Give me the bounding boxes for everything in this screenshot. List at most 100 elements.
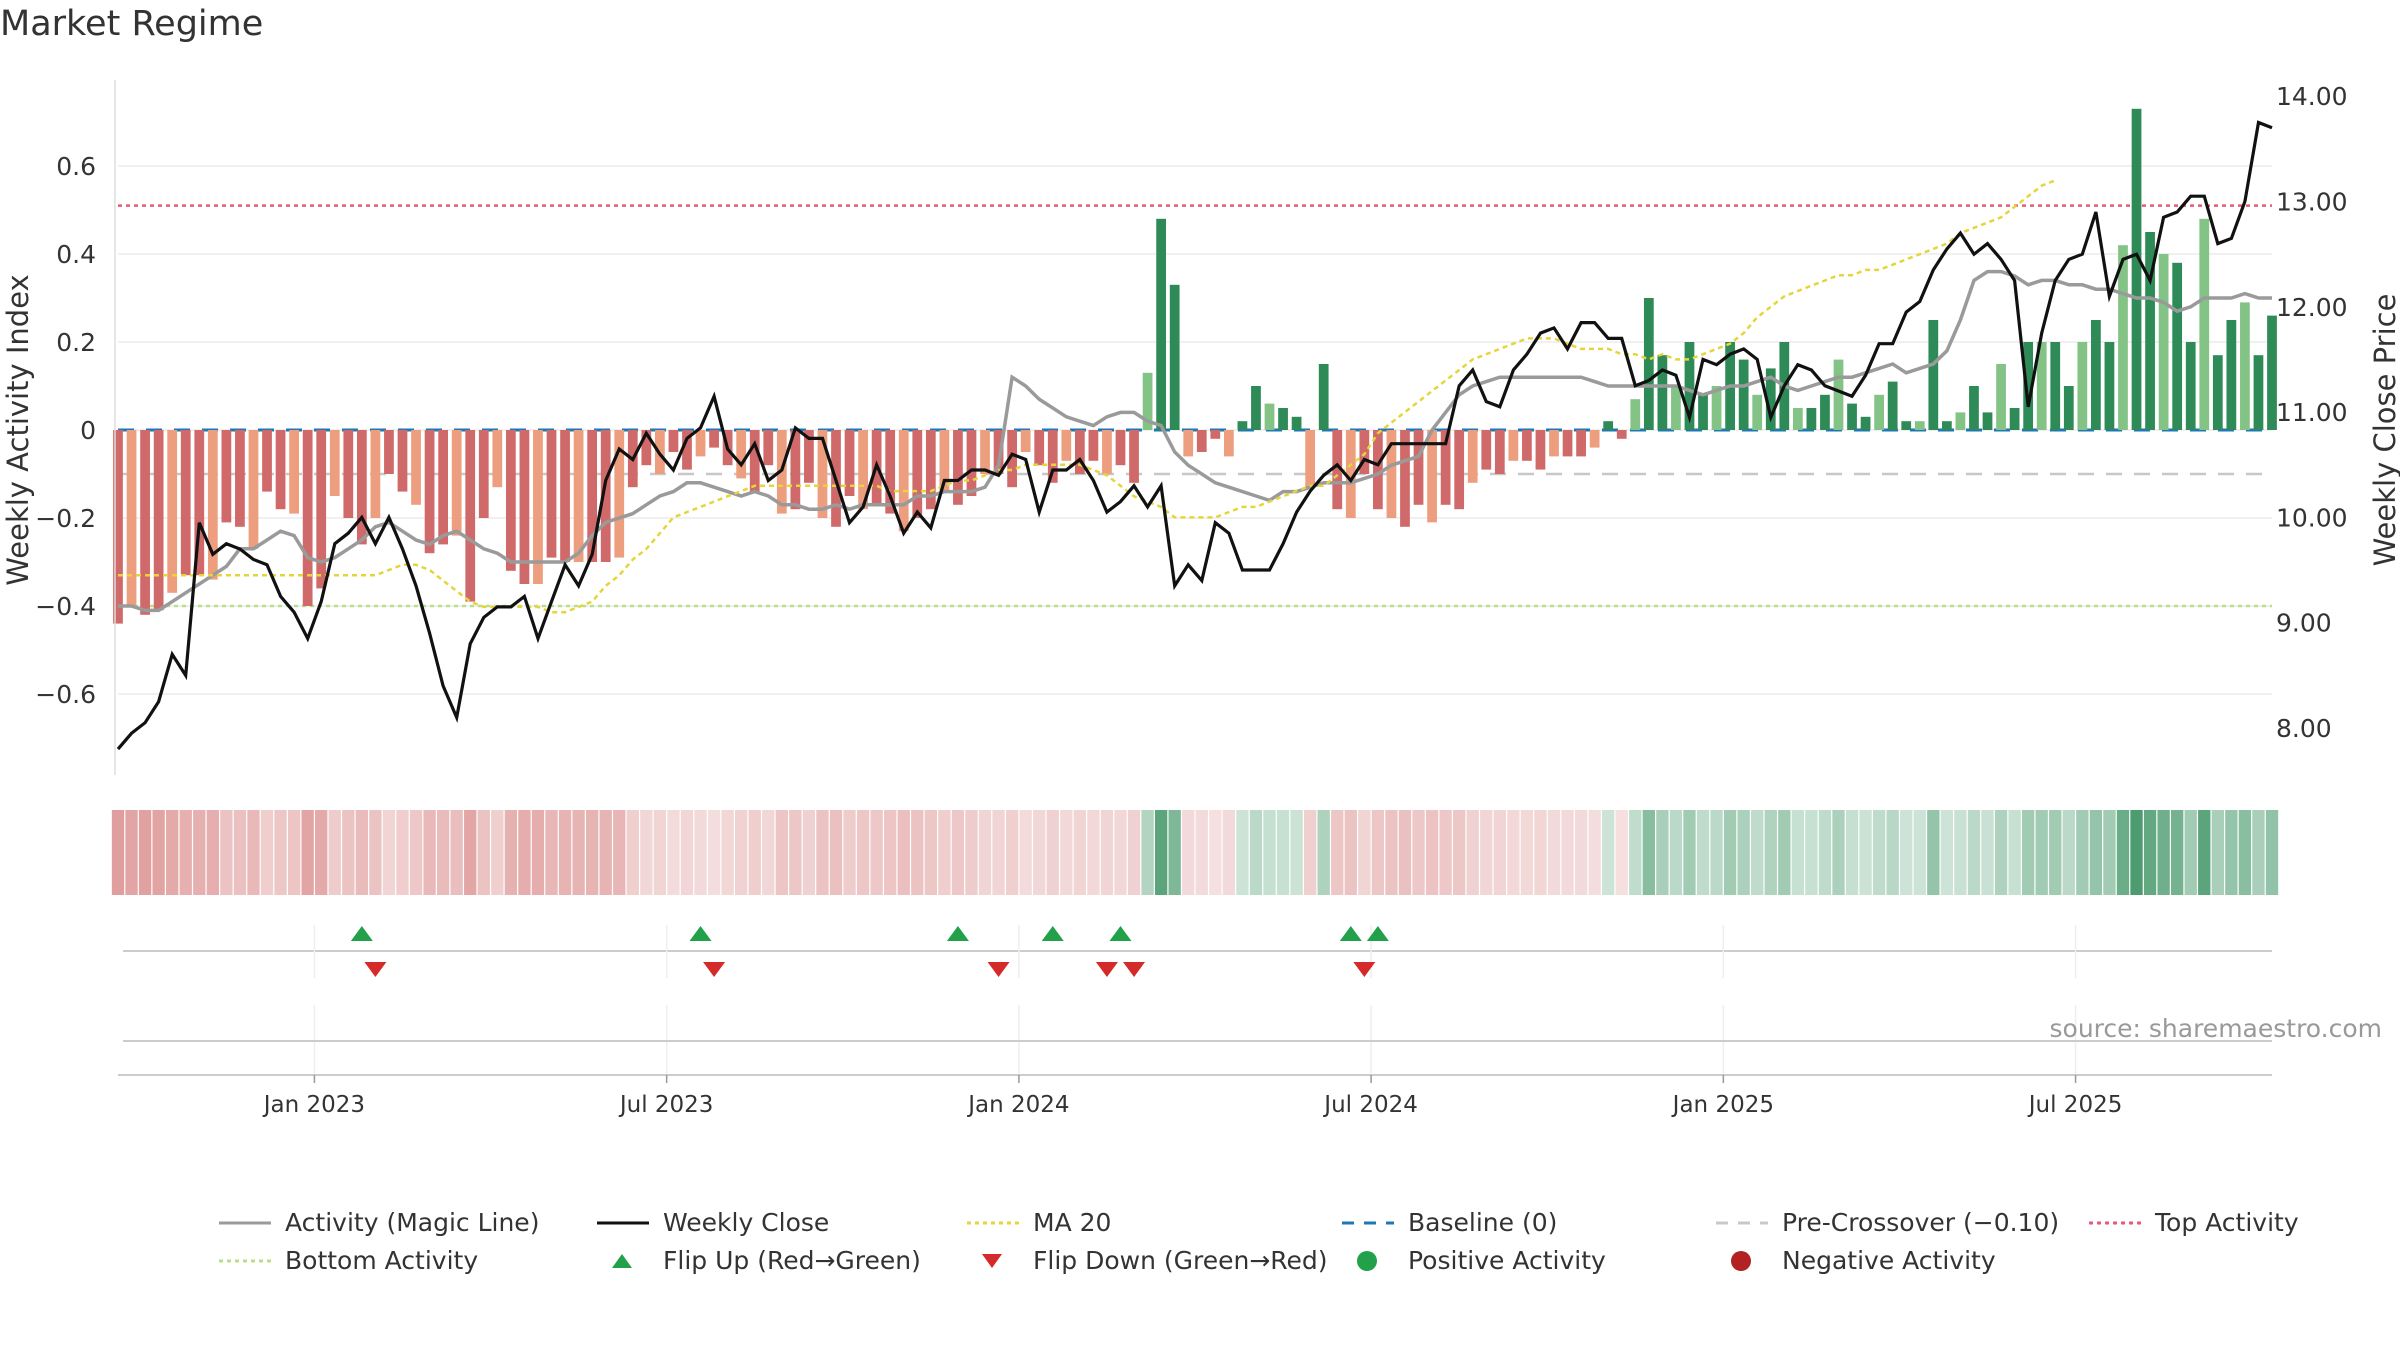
y2-tick-label: 11.00	[2276, 398, 2348, 427]
regime-strip-cell	[1317, 810, 1330, 895]
flip-down-marker	[703, 962, 726, 977]
regime-strip-cell	[1561, 810, 1574, 895]
regime-strip-cell	[1114, 810, 1127, 895]
legend-label: MA 20	[1033, 1208, 1112, 1237]
ma20-line	[118, 179, 2056, 614]
regime-strip-cell	[355, 810, 369, 895]
x-tick-label: Jan 2024	[966, 1092, 1069, 1118]
x-tick-label: Jul 2025	[2027, 1092, 2123, 1118]
activity-bar	[1481, 430, 1492, 470]
regime-strip-cell	[1629, 810, 1642, 895]
regime-strip-cell	[1683, 810, 1696, 895]
activity-bar	[2118, 245, 2128, 430]
flip-up-marker	[1339, 926, 1362, 941]
activity-bar	[126, 430, 137, 606]
regime-strip-cell	[775, 810, 788, 895]
regime-strip-cell	[1060, 810, 1073, 895]
activity-bar	[1576, 430, 1586, 457]
line-solid-black	[597, 1221, 649, 1225]
flip-markers	[123, 925, 2272, 1075]
regime-strip-cell	[1358, 810, 1371, 895]
activity-magic-line	[118, 269, 2272, 613]
regime-strip-cell	[1845, 810, 1859, 895]
regime-strip	[111, 810, 2279, 895]
regime-strip-cell	[1751, 810, 1764, 895]
regime-strip-cell	[1507, 810, 1520, 895]
flip-up-marker	[1366, 926, 1389, 941]
regime-strip-cell	[843, 810, 856, 895]
series-lines	[116, 120, 2273, 751]
y2-tick-label: 8.00	[2276, 714, 2332, 743]
regime-strip-cell	[2116, 810, 2130, 895]
activity-bar	[804, 430, 814, 483]
activity-bar	[2036, 342, 2047, 430]
activity-bar	[1345, 430, 1356, 518]
regime-strip-cell	[274, 810, 287, 895]
regime-strip-cell	[179, 810, 192, 895]
regime-strip-cell	[2049, 810, 2062, 895]
regime-strip-cell	[2265, 810, 2279, 895]
regime-strip-cell	[328, 810, 341, 895]
y-axis-label: Weekly Activity Index	[1, 274, 35, 585]
activity-bar	[289, 430, 299, 514]
regime-strip-cell	[1493, 810, 1506, 895]
regime-strip-cell	[640, 810, 653, 895]
regime-strip-cell	[1872, 810, 1886, 895]
regime-strip-cell	[1656, 810, 1669, 895]
activity-bar	[370, 430, 381, 518]
activity-bar	[1264, 403, 1275, 430]
activity-bar	[492, 430, 503, 488]
regime-strip-cell	[193, 810, 206, 895]
regime-strip-cell	[1859, 810, 1872, 895]
regime-strip-cell	[1452, 810, 1466, 895]
activity-bar	[1820, 394, 1830, 430]
regime-strip-cell	[1940, 810, 1954, 895]
legend-label: Flip Up (Red→Green)	[663, 1246, 921, 1275]
activity-bar	[1928, 320, 1939, 430]
regime-strip-cell	[789, 810, 802, 895]
regime-strip-cell	[2103, 810, 2116, 895]
x-tick-label: Jan 2025	[1671, 1092, 1774, 1118]
regime-strip-cell	[897, 810, 910, 895]
activity-bar	[573, 430, 584, 562]
activity-bar	[1251, 386, 1261, 430]
regime-strip-cell	[884, 810, 897, 895]
activity-bar	[1047, 430, 1058, 483]
regime-strip-cell	[436, 810, 450, 895]
flip-up-marker	[946, 926, 969, 941]
regime-strip-cell	[2143, 810, 2157, 895]
activity-bar	[2199, 218, 2210, 430]
activity-bar	[356, 430, 367, 545]
regime-strip-cell	[1805, 810, 1818, 895]
activity-bar	[600, 430, 611, 562]
activity-bar	[275, 430, 286, 510]
activity-bar	[2063, 386, 2074, 430]
regime-strip-cell	[1087, 810, 1100, 895]
regime-strip-cell	[1263, 810, 1276, 895]
activity-bar	[2023, 342, 2034, 430]
activity-bar	[1223, 430, 1234, 457]
regime-strip-cell	[2252, 810, 2265, 895]
activity-bar	[1074, 430, 1085, 474]
activity-bar	[1373, 430, 1383, 510]
activity-bar	[1562, 430, 1573, 457]
regime-strip-cell	[206, 810, 220, 895]
activity-bar	[153, 430, 164, 611]
activity-bar	[519, 430, 530, 584]
regime-strip-cell	[1236, 810, 1249, 895]
activity-bar	[2158, 254, 2169, 430]
activity-bar	[2212, 355, 2223, 430]
legend-label: Flip Down (Green→Red)	[1033, 1246, 1328, 1275]
regime-strip-cell	[301, 810, 314, 895]
activity-bar	[1833, 359, 1844, 430]
regime-strip-cell	[1913, 810, 1926, 895]
activity-bar	[1847, 403, 1857, 430]
triangle-down-icon	[982, 1254, 1002, 1268]
activity-bar	[1291, 416, 1302, 430]
activity-bar	[1752, 394, 1763, 430]
legend-label: Baseline (0)	[1408, 1208, 1558, 1237]
activity-bar	[560, 430, 570, 562]
regime-strip-cell	[680, 810, 694, 895]
regime-strip-cell	[1588, 810, 1601, 895]
